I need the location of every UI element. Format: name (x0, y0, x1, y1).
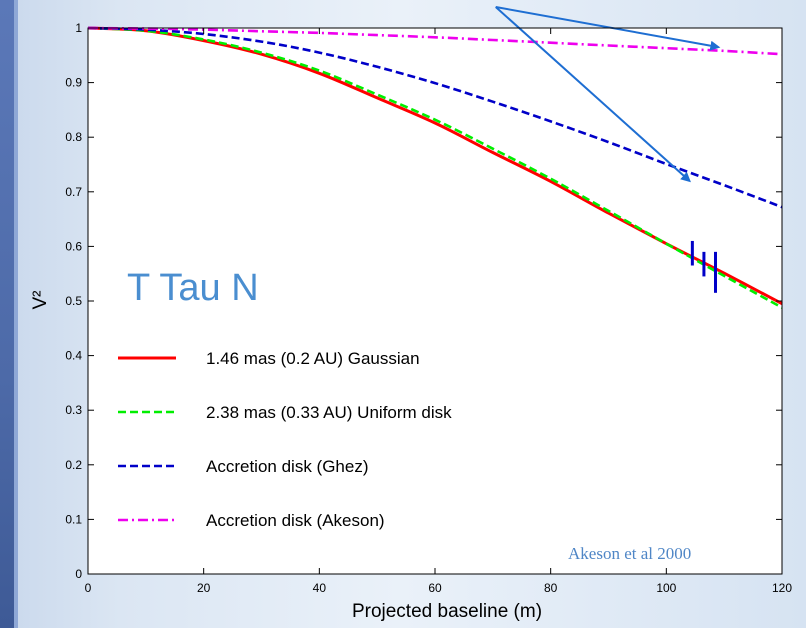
object-label: T Tau N (127, 267, 259, 309)
annotation-arrow-2 (495, 6, 691, 183)
x-axis-title: Projected baseline (m) (352, 601, 542, 622)
x-tick-label: 80 (544, 581, 558, 595)
legend-label-1: 1.46 mas (0.2 AU) Gaussian (206, 349, 420, 368)
y-tick-label: 0.7 (65, 185, 82, 199)
legend-label-3: Accretion disk (Ghez) (206, 457, 369, 476)
y-tick-label: 0 (75, 567, 82, 581)
y-tick-label: 0.1 (65, 512, 82, 526)
x-tick-label: 20 (197, 581, 211, 595)
x-tick-label: 40 (313, 581, 327, 595)
x-tick-label: 120 (772, 581, 792, 595)
series-line-2 (87, 26, 783, 309)
y-tick-label: 0.4 (65, 349, 82, 363)
x-tick-label: 100 (656, 581, 676, 595)
x-axis-ticks: 0 20 40 60 80 100 120 (85, 28, 792, 595)
x-tick-label: 60 (428, 581, 442, 595)
annotation-arrow-1 (495, 6, 721, 51)
credit-text: Akeson et al 2000 (568, 544, 691, 563)
y-tick-label: 1 (75, 21, 82, 35)
legend: 1.46 mas (0.2 AU) Gaussian 2.38 mas (0.33… (118, 349, 452, 530)
slide-left-edge (14, 0, 18, 628)
y-tick-label: 0.8 (65, 130, 82, 144)
annotation-arrows (495, 6, 721, 183)
y-axis-title: V² (30, 291, 51, 310)
y-tick-label: 0.3 (65, 403, 82, 417)
y-tick-label: 0.9 (65, 76, 82, 90)
legend-label-4: Accretion disk (Akeson) (206, 511, 385, 530)
y-tick-label: 0.6 (65, 239, 82, 253)
y-axis-ticks: 0 0.1 0.2 0.3 0.4 0.5 0.6 0.7 0.8 0.9 1 (65, 21, 782, 581)
error-bars (690, 240, 717, 293)
y-tick-label: 0.2 (65, 458, 82, 472)
y-tick-label: 0.5 (65, 294, 82, 308)
legend-label-2: 2.38 mas (0.33 AU) Uniform disk (206, 403, 452, 422)
slide-side-strip (0, 0, 14, 628)
x-tick-label: 0 (85, 581, 92, 595)
